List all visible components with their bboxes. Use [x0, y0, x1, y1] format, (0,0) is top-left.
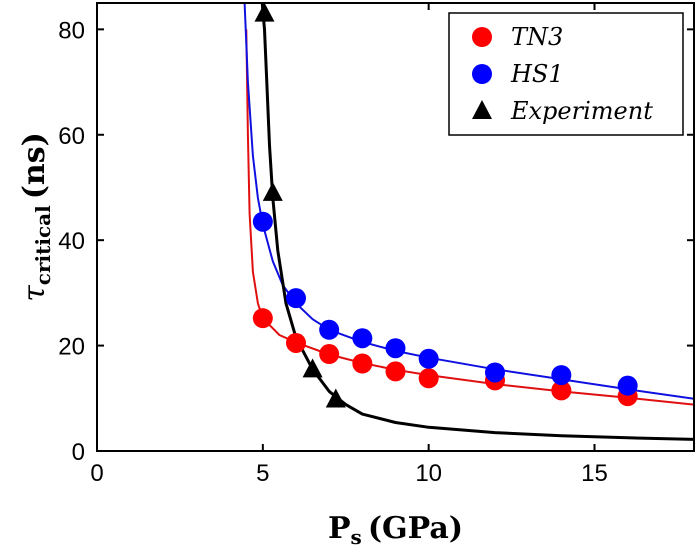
plot-frame [96, 2, 695, 452]
x-tick-label: 0 [90, 460, 103, 487]
legend-marker-tn3 [472, 27, 492, 47]
marker-hs1-0 [252, 211, 273, 232]
marker-hs1-3 [352, 328, 373, 349]
y-tick-label: 20 [58, 334, 85, 361]
y-tick-label: 0 [72, 439, 85, 466]
marker-hs1-8 [617, 375, 638, 396]
marker-hs1-1 [286, 288, 306, 309]
marker-experiment-0 [254, 2, 275, 22]
marker-tn3-7 [551, 380, 572, 401]
y-tick-label: 60 [58, 123, 85, 150]
marker-tn3-1 [286, 332, 306, 353]
legend: TN3 HS1 Experiment [448, 12, 684, 136]
y-tick-label: 40 [58, 228, 85, 255]
fit-curve-hs1 [243, 3, 694, 400]
legend-label-tn3: TN3 [511, 23, 563, 51]
x-tick-label: 10 [415, 460, 442, 487]
y-tick-label: 80 [58, 17, 85, 44]
legend-label-experiment: Experiment [510, 97, 653, 125]
marker-hs1-4 [385, 338, 406, 359]
data-markers [252, 2, 638, 408]
y-axis-title: τcritical(ns) [17, 132, 55, 302]
x-axis-title: Ps (GPa) [328, 511, 463, 549]
marker-tn3-0 [252, 308, 273, 329]
marker-tn3-5 [418, 368, 439, 389]
marker-hs1-2 [319, 319, 340, 340]
marker-experiment-3 [325, 388, 346, 408]
marker-tn3-3 [352, 353, 373, 374]
legend-marker-hs1 [472, 64, 492, 84]
marker-experiment-1 [262, 181, 283, 201]
marker-hs1-5 [418, 348, 439, 369]
legend-label-hs1: HS1 [510, 60, 564, 88]
x-tick-label: 5 [256, 460, 269, 487]
fit-curves [243, 3, 694, 441]
marker-experiment-2 [302, 358, 323, 378]
legend-marker-experiment [472, 100, 492, 119]
fit-curve-tn3 [245, 29, 694, 406]
axes: 0 5 10 15 0 20 40 60 80 [58, 2, 695, 487]
x-tick-label: 15 [581, 460, 608, 487]
axis-titles: Ps (GPa) τcritical(ns) [17, 132, 463, 549]
marker-hs1-7 [551, 365, 572, 386]
fit-curve-experiment [260, 3, 694, 441]
marker-tn3-2 [319, 344, 340, 365]
marker-hs1-6 [485, 362, 505, 383]
marker-tn3-4 [385, 361, 406, 382]
